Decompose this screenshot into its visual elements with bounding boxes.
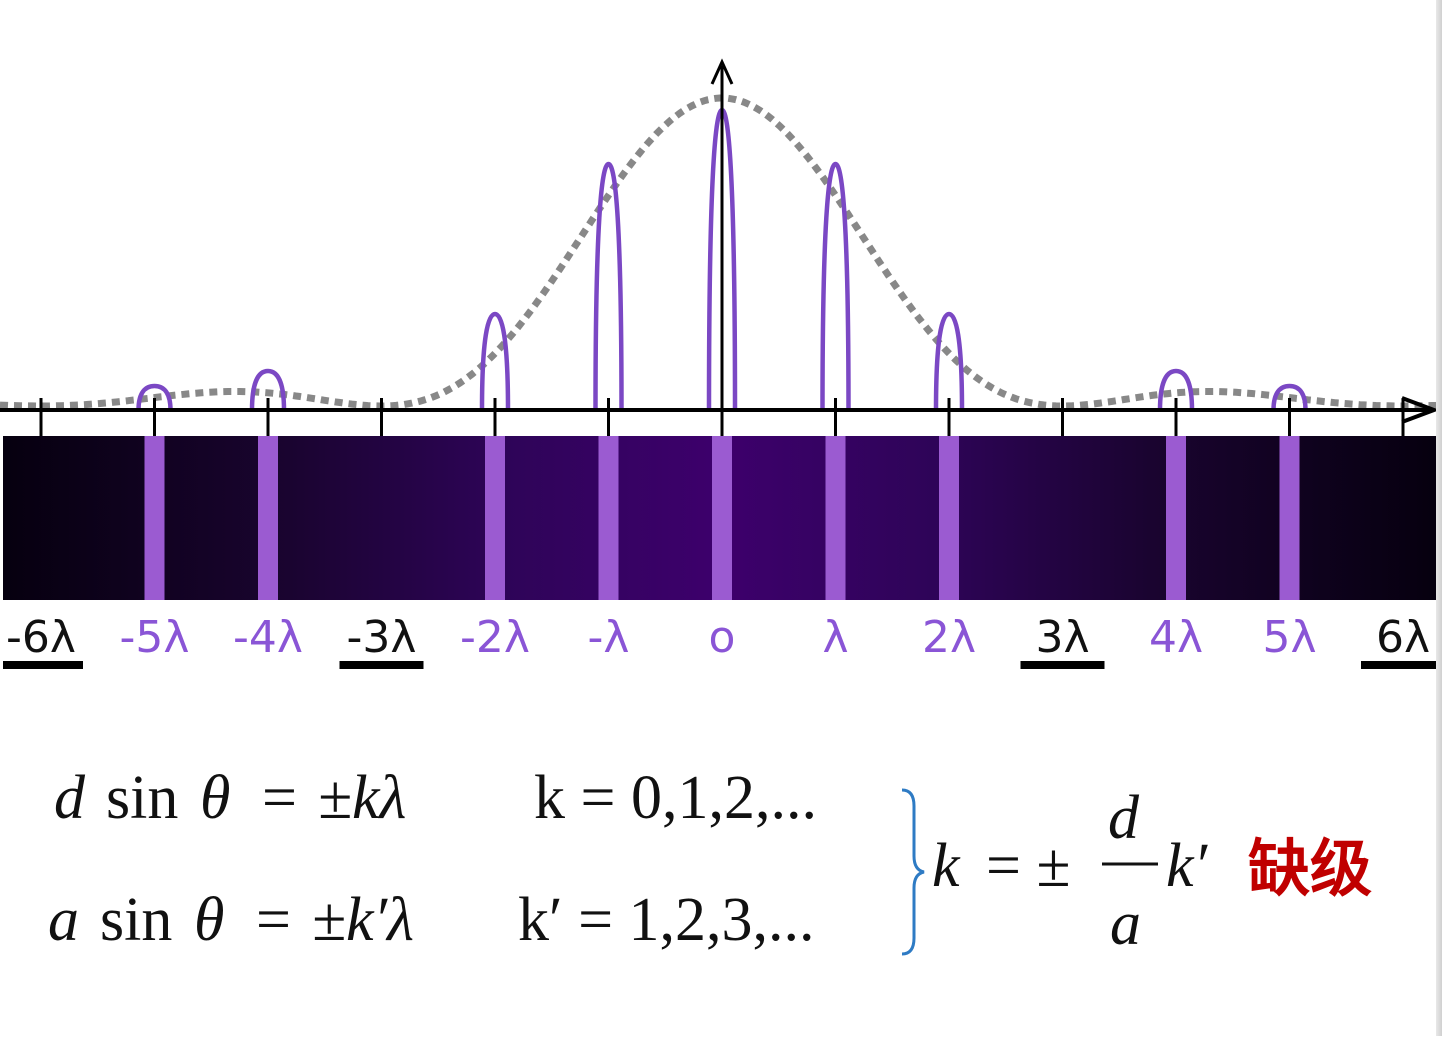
order-label: -5λ [120, 612, 190, 663]
result-denominator: a [1110, 890, 1141, 958]
result-equals: = ± [986, 832, 1071, 900]
grating-theta: θ [200, 764, 230, 832]
order-label: 5λ [1262, 612, 1316, 663]
principal-maximum-peak [479, 311, 511, 411]
bright-fringe [144, 436, 165, 600]
grating-k-definition: k = 0,1,2,... [534, 764, 817, 832]
bright-fringe [825, 436, 846, 600]
bright-fringe [1166, 436, 1186, 600]
principal-maximum-peak [136, 383, 173, 411]
principal-maximum-peak [933, 311, 965, 411]
grating-equals: = [262, 764, 297, 832]
single-slit-envelope-curve [0, 94, 1441, 410]
y-axis-arrowhead [710, 58, 734, 85]
missing-order-underline [339, 661, 424, 669]
bright-fringe [598, 436, 619, 600]
missing-order-underline [3, 661, 83, 669]
missing-orders-label: 缺级 [1248, 832, 1372, 905]
missing-order-label: -3λ [347, 612, 417, 663]
order-label: -2λ [460, 612, 530, 663]
svg-text:d sin θ: d sin θ = ±kλ [54, 764, 406, 832]
missing-order-label: -6λ [6, 612, 76, 663]
bright-fringe [712, 436, 732, 600]
missing-order-underline [1020, 661, 1105, 669]
missing-order-label: 3λ [1035, 612, 1089, 663]
order-label-layer: -6λ -5λ -4λ -3λ -2λ -λ o λ 2λ 3λ 4λ 5λ 6λ [3, 612, 1437, 669]
x-axis-arrowhead [1401, 396, 1440, 424]
missing-order-condition: k = ± d a k′ [932, 784, 1209, 958]
svg-text:a sin θ: a sin θ = ±k′λ [48, 886, 414, 954]
grating-rhs: ±kλ [318, 764, 406, 832]
slit-theta: θ [194, 886, 224, 954]
slit-equals: = [256, 886, 291, 954]
result-lhs: k [932, 832, 961, 900]
principal-maximum-peak [820, 161, 851, 411]
principal-maximum-peak [249, 368, 287, 411]
bright-fringe [258, 436, 278, 600]
missing-order-label: 6λ [1376, 612, 1430, 663]
slide-right-edge [1436, 0, 1442, 1036]
slit-lhs-var: a [48, 886, 79, 954]
grating-equation: d sin θ = ±kλ k = 0,1,2,... [54, 764, 817, 832]
grating-sin: sin [106, 764, 178, 832]
grating-lhs-var: d [54, 764, 86, 832]
result-rhs: k′ [1166, 832, 1209, 900]
order-label: 2λ [922, 612, 976, 663]
single-slit-equation: a sin θ = ±k′λ k′ = 1,2,3,... [48, 886, 815, 954]
slit-sin: sin [100, 886, 172, 954]
bright-fringe [939, 436, 959, 600]
missing-order-underline [1361, 661, 1437, 669]
order-label: o [709, 612, 736, 663]
bright-fringe [485, 436, 505, 600]
principal-maximum-peak [1157, 368, 1195, 411]
principal-maxima-layer [136, 107, 1308, 411]
right-brace [901, 788, 925, 956]
slit-rhs: ±k′λ [312, 886, 414, 954]
result-numerator: d [1108, 784, 1140, 852]
order-label: -4λ [233, 612, 303, 663]
tick-layer [39, 398, 1405, 436]
principal-maximum-peak [1271, 383, 1308, 411]
principal-maximum-peak [593, 161, 624, 411]
order-label: 4λ [1149, 612, 1203, 663]
order-label: λ [822, 612, 848, 663]
order-label: -λ [588, 612, 630, 663]
bright-fringe [1279, 436, 1300, 600]
fringe-layer [144, 436, 1300, 600]
slit-k-definition: k′ = 1,2,3,... [518, 886, 815, 954]
